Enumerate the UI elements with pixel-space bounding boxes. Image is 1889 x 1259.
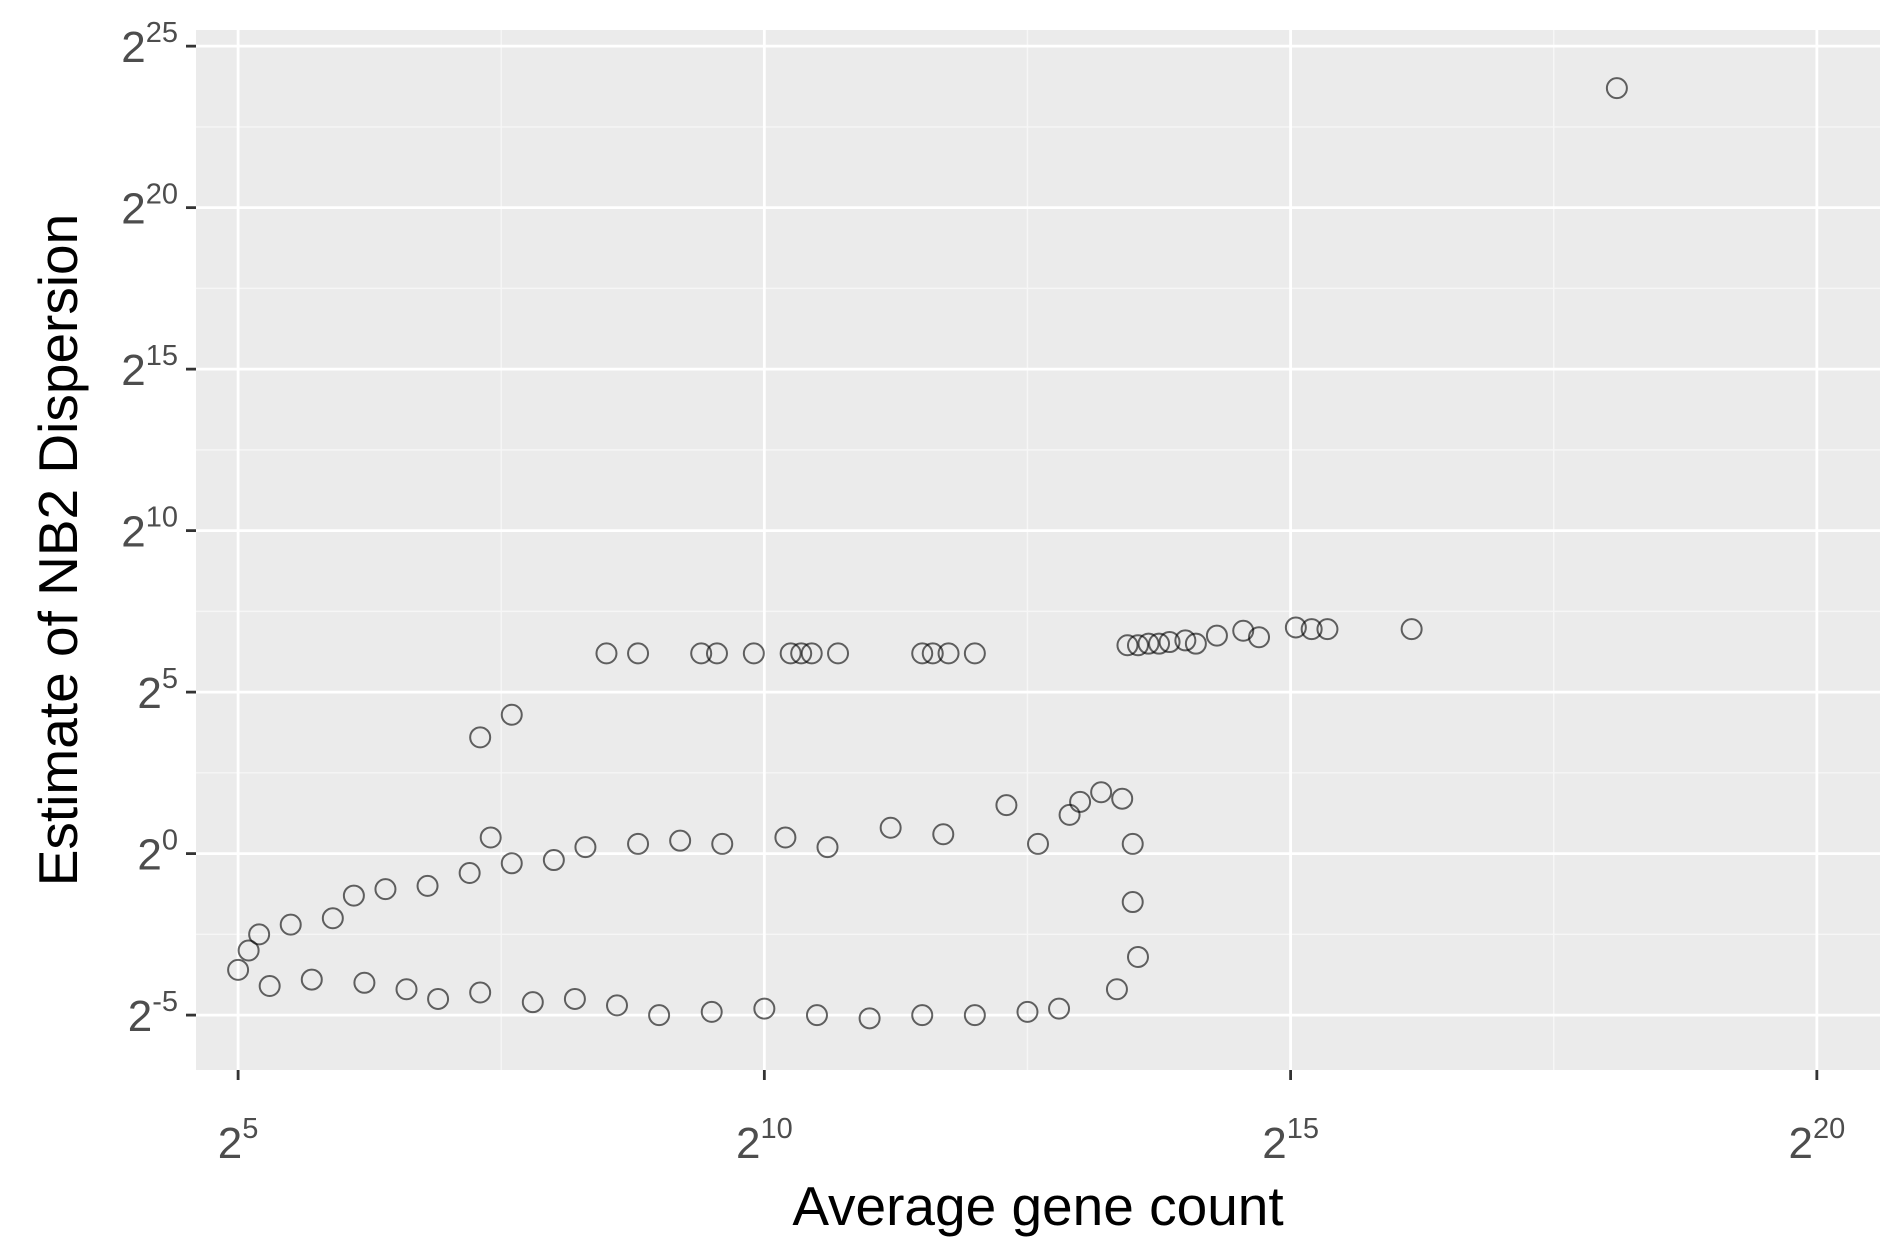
- data-point: [321, 907, 344, 930]
- data-point: [800, 642, 823, 665]
- data-point: [627, 642, 650, 665]
- data-point: [1232, 619, 1255, 642]
- data-point: [774, 826, 797, 849]
- data-point: [963, 642, 986, 665]
- data-point: [937, 642, 960, 665]
- y-tick-label: 225: [121, 17, 178, 72]
- data-point: [963, 1004, 986, 1027]
- data-point: [911, 1004, 934, 1027]
- y-tick-label: 20: [137, 825, 178, 880]
- x-tick-label: 25: [218, 1113, 259, 1168]
- data-point: [395, 978, 418, 1001]
- data-point: [227, 958, 250, 981]
- grid-major: [196, 30, 1880, 1070]
- data-point: [237, 939, 260, 962]
- data-point: [648, 1004, 671, 1027]
- y-axis-title: Estimate of NB2 Dispersion: [27, 214, 89, 887]
- data-point: [1121, 891, 1144, 914]
- data-point: [627, 832, 650, 855]
- data-point: [1105, 978, 1128, 1001]
- data-point: [921, 642, 944, 665]
- data-point: [469, 726, 492, 749]
- data-point: [1205, 624, 1228, 647]
- data-point: [595, 642, 618, 665]
- data-point: [606, 994, 628, 1017]
- data-point: [279, 913, 302, 936]
- data-point: [353, 971, 376, 994]
- data-point: [479, 826, 502, 849]
- data-point: [500, 852, 523, 875]
- data-points: [227, 77, 1628, 1030]
- data-point: [779, 642, 802, 665]
- data-point: [742, 642, 765, 665]
- y-axis: 2-5 20 25 210 215 220 225: [121, 17, 196, 1041]
- data-point: [458, 861, 481, 884]
- x-tick-label: 215: [1262, 1113, 1319, 1168]
- data-point: [816, 836, 839, 859]
- data-point: [258, 975, 281, 998]
- data-point: [805, 1004, 828, 1027]
- data-point: [1121, 832, 1144, 855]
- data-point: [1137, 632, 1160, 655]
- y-tick-label: 210: [121, 502, 178, 557]
- data-point: [1316, 618, 1339, 641]
- y-tick-label: 2-5: [128, 986, 178, 1041]
- data-point: [753, 997, 776, 1020]
- data-point: [1605, 77, 1628, 100]
- x-axis-title: Average gene count: [792, 1175, 1283, 1237]
- x-tick-label: 210: [736, 1113, 793, 1168]
- data-point: [1248, 626, 1271, 649]
- data-point: [1016, 1000, 1039, 1023]
- data-point: [416, 874, 439, 897]
- data-point: [1174, 629, 1197, 652]
- data-point: [1090, 781, 1113, 804]
- data-point: [911, 642, 934, 665]
- data-point: [1300, 618, 1323, 641]
- x-axis: 25 210 215 220: [218, 1070, 1845, 1168]
- data-point: [879, 816, 902, 839]
- data-point: [690, 642, 713, 665]
- data-point: [542, 849, 565, 872]
- plot-panel: [196, 30, 1880, 1070]
- data-point: [1126, 945, 1149, 968]
- data-point: [1048, 997, 1071, 1020]
- x-tick-label: 220: [1788, 1113, 1845, 1168]
- data-point: [1284, 616, 1307, 639]
- data-point: [342, 884, 365, 907]
- data-point: [858, 1007, 881, 1030]
- data-point: [1069, 790, 1092, 813]
- data-point: [827, 642, 850, 665]
- data-point: [563, 987, 586, 1010]
- y-tick-label: 220: [121, 179, 178, 234]
- y-tick-label: 25: [137, 663, 178, 718]
- data-point: [995, 794, 1018, 817]
- data-point: [1148, 632, 1171, 655]
- data-point: [300, 968, 323, 991]
- data-point: [1184, 632, 1207, 655]
- data-point: [374, 878, 397, 901]
- data-point: [521, 991, 544, 1014]
- data-point: [574, 836, 597, 859]
- data-point: [248, 923, 271, 946]
- data-point: [427, 987, 450, 1010]
- data-point: [1027, 832, 1049, 855]
- data-point: [1116, 634, 1139, 657]
- data-point: [1126, 634, 1149, 657]
- data-point: [1111, 787, 1134, 810]
- data-point: [711, 832, 734, 855]
- data-point: [469, 981, 492, 1004]
- data-point: [669, 829, 692, 852]
- data-point: [700, 1000, 723, 1023]
- grid-minor: [196, 30, 1880, 1070]
- data-point: [1158, 631, 1181, 654]
- data-point: [705, 642, 728, 665]
- data-point: [932, 823, 955, 846]
- data-point: [500, 703, 523, 726]
- data-point: [790, 642, 813, 665]
- y-tick-label: 215: [121, 340, 178, 395]
- data-point: [1400, 618, 1423, 641]
